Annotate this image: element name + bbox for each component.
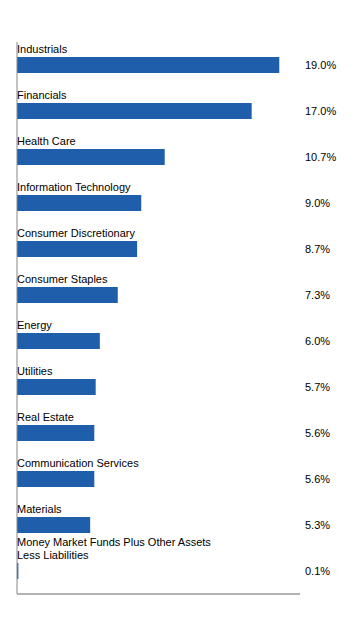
svg-text:Financials: Financials bbox=[17, 89, 67, 101]
svg-text:Consumer Discretionary: Consumer Discretionary bbox=[17, 227, 135, 239]
svg-text:6.0%: 6.0% bbox=[305, 335, 330, 347]
svg-text:Information Technology: Information Technology bbox=[17, 181, 131, 193]
svg-text:0.1%: 0.1% bbox=[305, 565, 330, 577]
svg-text:10.7%: 10.7% bbox=[305, 151, 336, 163]
svg-text:19.0%: 19.0% bbox=[305, 59, 336, 71]
svg-text:7.3%: 7.3% bbox=[305, 289, 330, 301]
svg-text:5.7%: 5.7% bbox=[305, 381, 330, 393]
svg-text:Real Estate: Real Estate bbox=[17, 411, 74, 423]
svg-text:17.0%: 17.0% bbox=[305, 105, 336, 117]
svg-text:Consumer Staples: Consumer Staples bbox=[17, 273, 108, 285]
svg-text:Industrials: Industrials bbox=[17, 43, 68, 55]
svg-text:Communication Services: Communication Services bbox=[17, 457, 139, 469]
svg-text:Utilities: Utilities bbox=[17, 365, 53, 377]
svg-text:Less Liabilities: Less Liabilities bbox=[17, 549, 89, 561]
svg-text:5.3%: 5.3% bbox=[305, 519, 330, 531]
svg-text:8.7%: 8.7% bbox=[305, 243, 330, 255]
svg-text:Materials: Materials bbox=[17, 503, 62, 515]
svg-text:9.0%: 9.0% bbox=[305, 197, 330, 209]
svg-text:Health Care: Health Care bbox=[17, 135, 76, 147]
svg-text:Money Market Funds Plus Other: Money Market Funds Plus Other Assets bbox=[17, 536, 211, 548]
svg-text:5.6%: 5.6% bbox=[305, 427, 330, 439]
svg-text:Energy: Energy bbox=[17, 319, 52, 331]
svg-text:5.6%: 5.6% bbox=[305, 473, 330, 485]
